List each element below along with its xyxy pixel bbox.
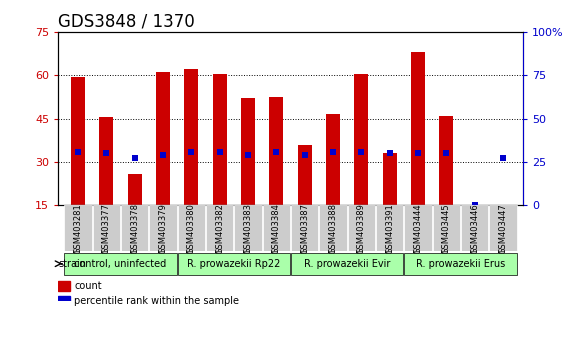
- Text: GSM403379: GSM403379: [159, 203, 167, 254]
- Point: [442, 150, 451, 156]
- FancyBboxPatch shape: [206, 205, 233, 251]
- Text: GSM403380: GSM403380: [187, 203, 196, 254]
- Text: GSM403445: GSM403445: [442, 203, 451, 254]
- FancyBboxPatch shape: [404, 253, 517, 275]
- Text: percentile rank within the sample: percentile rank within the sample: [74, 296, 239, 306]
- Bar: [156, 72, 170, 205]
- Point: [414, 150, 423, 156]
- Bar: [326, 114, 340, 205]
- Text: GSM403446: GSM403446: [470, 203, 479, 254]
- Text: strain: strain: [59, 259, 87, 269]
- FancyBboxPatch shape: [234, 205, 261, 251]
- Point: [385, 150, 394, 156]
- FancyBboxPatch shape: [178, 253, 290, 275]
- Text: GSM403391: GSM403391: [385, 203, 394, 254]
- Bar: [411, 52, 425, 205]
- Point: [272, 149, 281, 154]
- Bar: [354, 74, 368, 205]
- Text: GSM403377: GSM403377: [102, 203, 111, 254]
- Text: GDS3848 / 1370: GDS3848 / 1370: [58, 12, 195, 30]
- Text: GSM403388: GSM403388: [328, 203, 338, 254]
- FancyBboxPatch shape: [348, 205, 375, 251]
- Text: R. prowazekii Evir: R. prowazekii Evir: [304, 259, 390, 269]
- Point: [243, 152, 253, 158]
- FancyBboxPatch shape: [263, 205, 290, 251]
- Point: [470, 202, 479, 208]
- Bar: [99, 117, 113, 205]
- FancyBboxPatch shape: [64, 205, 92, 251]
- FancyBboxPatch shape: [93, 205, 120, 251]
- FancyBboxPatch shape: [149, 205, 177, 251]
- Text: GSM403389: GSM403389: [357, 203, 366, 254]
- Point: [158, 152, 167, 158]
- Bar: [71, 77, 85, 205]
- Bar: [241, 98, 255, 205]
- FancyBboxPatch shape: [320, 205, 347, 251]
- Point: [73, 149, 83, 154]
- Bar: [58, 296, 70, 306]
- Text: GSM403281: GSM403281: [73, 203, 83, 254]
- Point: [130, 156, 139, 161]
- Bar: [383, 153, 397, 205]
- Text: GSM403444: GSM403444: [414, 203, 422, 254]
- Text: GSM403384: GSM403384: [272, 203, 281, 254]
- Text: control, uninfected: control, uninfected: [74, 259, 167, 269]
- Bar: [128, 173, 142, 205]
- Text: GSM403378: GSM403378: [130, 203, 139, 254]
- Text: R. prowazekii Rp22: R. prowazekii Rp22: [187, 259, 281, 269]
- FancyBboxPatch shape: [291, 205, 318, 251]
- FancyBboxPatch shape: [64, 253, 177, 275]
- FancyBboxPatch shape: [291, 253, 403, 275]
- Point: [328, 149, 338, 154]
- Point: [102, 150, 111, 156]
- FancyBboxPatch shape: [461, 205, 488, 251]
- Text: GSM403383: GSM403383: [243, 203, 253, 254]
- FancyBboxPatch shape: [404, 205, 432, 251]
- Point: [300, 152, 309, 158]
- Bar: [269, 97, 284, 205]
- Point: [215, 149, 224, 154]
- Bar: [58, 281, 70, 291]
- Bar: [213, 74, 227, 205]
- Text: GSM403387: GSM403387: [300, 203, 309, 254]
- Text: R. prowazekii Erus: R. prowazekii Erus: [416, 259, 505, 269]
- Point: [498, 156, 508, 161]
- FancyBboxPatch shape: [433, 205, 460, 251]
- Bar: [184, 69, 198, 205]
- Point: [357, 149, 366, 154]
- Bar: [439, 116, 453, 205]
- Text: GSM403382: GSM403382: [215, 203, 224, 254]
- Text: count: count: [74, 281, 102, 291]
- Point: [187, 149, 196, 154]
- FancyBboxPatch shape: [489, 205, 517, 251]
- Text: GSM403447: GSM403447: [498, 203, 508, 254]
- FancyBboxPatch shape: [121, 205, 148, 251]
- FancyBboxPatch shape: [376, 205, 403, 251]
- FancyBboxPatch shape: [178, 205, 205, 251]
- Bar: [297, 144, 312, 205]
